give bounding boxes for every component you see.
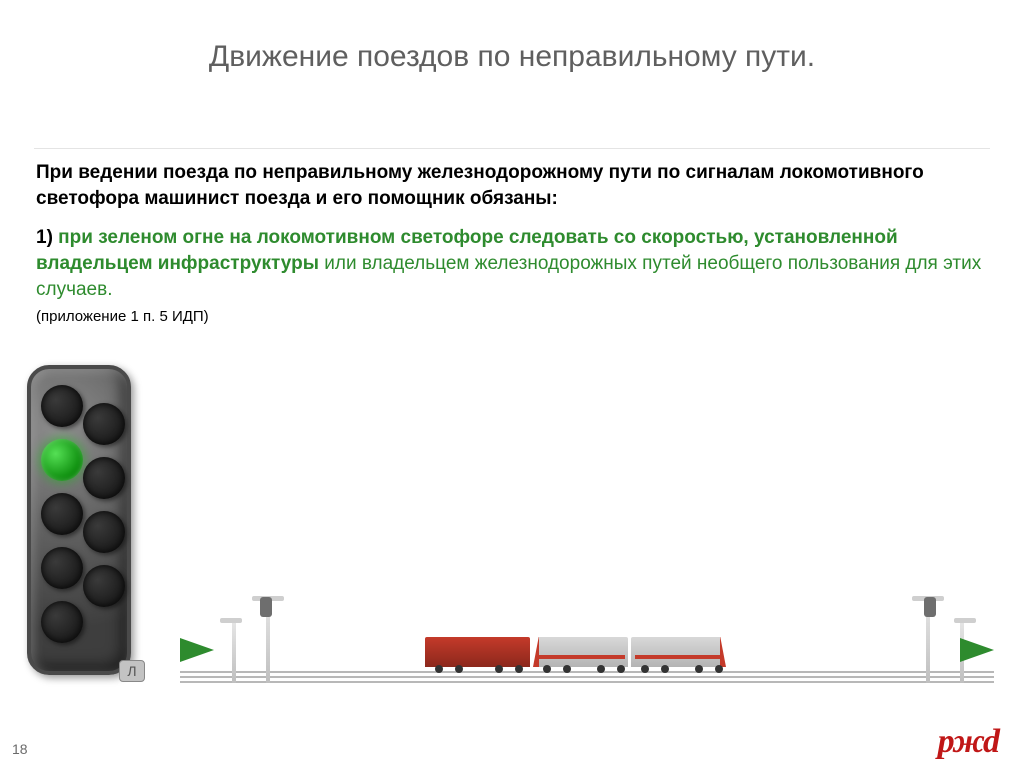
lens-6 xyxy=(83,511,125,553)
wheel-icon xyxy=(617,665,625,673)
wheel-icon xyxy=(543,665,551,673)
lens-9 xyxy=(41,601,83,643)
rule-number: 1) xyxy=(36,227,53,248)
lens-7 xyxy=(41,547,83,589)
direction-arrow-left-icon xyxy=(180,638,214,662)
signal-mast xyxy=(232,621,236,683)
freight-wagon xyxy=(425,637,530,667)
wheel-icon xyxy=(661,665,669,673)
track-diagram xyxy=(180,575,994,705)
lens-8 xyxy=(83,565,125,607)
wheel-icon xyxy=(455,665,463,673)
lens-4 xyxy=(83,457,125,499)
loco-stripe xyxy=(537,655,625,659)
train-icon xyxy=(425,629,725,673)
wheel-icon xyxy=(597,665,605,673)
wheel-icon xyxy=(715,665,723,673)
lens-1 xyxy=(41,385,83,427)
rail-line xyxy=(180,676,994,678)
locomotive-signal: Л xyxy=(27,365,142,710)
loco-stripe xyxy=(635,655,723,659)
wheel-icon xyxy=(495,665,503,673)
locomotive-unit xyxy=(631,637,726,667)
slide: Движение поездов по неправильному пути. … xyxy=(0,0,1024,767)
wheel-icon xyxy=(435,665,443,673)
body-text: При ведении поезда по неправильному желе… xyxy=(36,160,988,325)
citation: (приложение 1 п. 5 ИДП) xyxy=(36,308,988,325)
wheel-icon xyxy=(695,665,703,673)
signal-tag: Л xyxy=(119,660,145,682)
lens-5 xyxy=(41,493,83,535)
slide-title: Движение поездов по неправильному пути. xyxy=(0,40,1024,74)
divider xyxy=(34,148,990,149)
intro-paragraph: При ведении поезда по неправильному желе… xyxy=(36,160,988,211)
direction-arrow-right-icon xyxy=(960,638,994,662)
locomotive-unit xyxy=(533,637,628,667)
rail-line xyxy=(180,681,994,683)
wheel-icon xyxy=(515,665,523,673)
rule-paragraph: 1) при зеленом огне на локомотивном свет… xyxy=(36,225,988,302)
wheel-icon xyxy=(563,665,571,673)
lens-3-green xyxy=(41,439,83,481)
signal-head-icon xyxy=(924,597,936,617)
rzd-logo: pжd xyxy=(938,723,998,761)
wheel-icon xyxy=(641,665,649,673)
signal-head-icon xyxy=(260,597,272,617)
lens-2 xyxy=(83,403,125,445)
page-number: 18 xyxy=(12,741,28,757)
